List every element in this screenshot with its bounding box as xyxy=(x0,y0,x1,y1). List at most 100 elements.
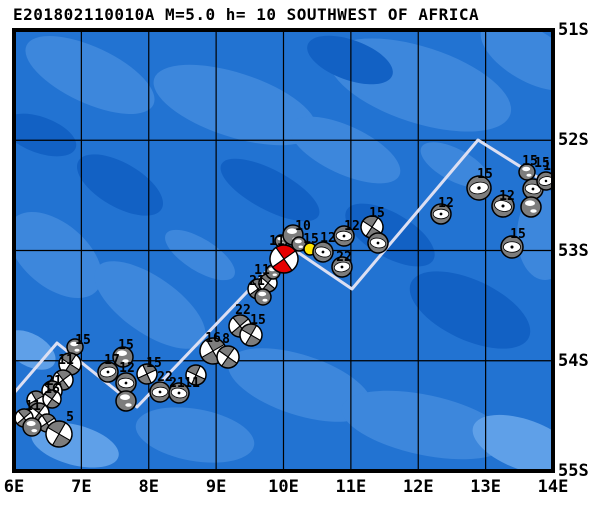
beachball-outline xyxy=(185,364,207,386)
bathymetry-patch xyxy=(228,348,372,422)
beachball xyxy=(216,345,240,369)
depth-label: 15 xyxy=(75,333,91,348)
beachball xyxy=(136,363,158,385)
beachball-patch xyxy=(522,166,531,172)
depth-label: 12 xyxy=(499,189,515,204)
beachball xyxy=(331,256,353,278)
beachball xyxy=(466,175,492,201)
beachball-patch xyxy=(31,428,38,433)
beachball-patch xyxy=(525,200,535,206)
x-axis-label: 8E xyxy=(138,477,159,497)
depth-label: 15 xyxy=(250,313,266,328)
beachball-outline xyxy=(500,235,524,259)
depth-label: 16 xyxy=(205,331,221,346)
nodal-plane-line xyxy=(191,365,201,385)
beachball-outline xyxy=(367,232,389,254)
bathymetry-patch xyxy=(341,390,509,460)
beachball-center-dot xyxy=(340,265,344,269)
bathymetry-patch xyxy=(480,30,553,91)
beachball-center-dot xyxy=(376,241,380,245)
y-axis-label: 51S xyxy=(558,20,589,40)
depth-label: 11 xyxy=(184,376,200,391)
beachball-outline xyxy=(112,346,134,368)
x-axis-label: 13E xyxy=(470,477,501,497)
x-axis-label: 6E xyxy=(3,477,25,497)
beachball xyxy=(168,382,190,404)
nodal-plane-line xyxy=(46,391,58,407)
bathymetry-patch xyxy=(14,113,77,157)
nodal-plane-line xyxy=(137,369,157,379)
bathymetry-patch xyxy=(409,271,531,349)
depth-label: 15 xyxy=(510,227,526,242)
beachball xyxy=(518,163,536,181)
nodal-plane-line xyxy=(365,217,379,237)
beachball-patch xyxy=(262,298,268,302)
beachball-patch xyxy=(258,291,267,297)
beachball-outline xyxy=(312,241,334,263)
beachball-outline xyxy=(97,361,119,383)
beachball-patch xyxy=(287,228,297,234)
beachball xyxy=(115,390,137,412)
y-axis-label: 53S xyxy=(558,240,589,261)
beachball-outline xyxy=(254,288,272,306)
beachball-patch xyxy=(26,421,36,427)
nodal-plane-line xyxy=(272,250,296,268)
x-axis-label: 7E xyxy=(71,477,92,497)
nodal-plane-line xyxy=(27,395,45,405)
nodal-plane-line xyxy=(16,411,32,425)
depth-label: 12 xyxy=(344,219,360,234)
beachball xyxy=(22,417,42,437)
x-axis-label: 10E xyxy=(268,477,299,497)
nodal-plane-line xyxy=(245,325,257,345)
main-event-beachball xyxy=(269,244,299,274)
depth-label: 12 xyxy=(119,361,135,376)
y-axis-label: 55S xyxy=(558,461,589,481)
beachball-center-dot xyxy=(177,391,181,395)
y-axis-label: 54S xyxy=(558,350,589,371)
depth-label: 11 xyxy=(25,399,41,414)
y-axis-label: 52S xyxy=(558,130,589,151)
beachball xyxy=(185,364,207,386)
depth-label: 15 xyxy=(522,154,538,169)
beachball-outline xyxy=(491,194,515,218)
beachball-outline xyxy=(430,203,452,225)
beachball-outline xyxy=(269,244,299,274)
map-frame xyxy=(12,28,555,473)
beachball-patch xyxy=(74,348,80,352)
beachball xyxy=(491,194,515,218)
depth-label: 16 xyxy=(44,382,60,397)
beachball-center-dot xyxy=(106,370,110,374)
beachball-center-dot xyxy=(544,179,548,183)
nodal-plane-line xyxy=(221,347,235,367)
beachball-patch xyxy=(70,341,79,347)
beachball-patch xyxy=(526,173,532,177)
depth-label: 15 xyxy=(534,156,550,171)
depth-label: 11 xyxy=(269,234,285,249)
beachball-outline xyxy=(136,363,158,385)
beachball-patch xyxy=(277,237,284,241)
bathymetry-patch xyxy=(220,158,320,222)
beachball-center-dot xyxy=(439,212,443,216)
depth-label: 15 xyxy=(303,232,319,247)
beachball-center-dot xyxy=(531,187,535,191)
depth-label: 15 xyxy=(118,338,134,353)
bathymetry-patch xyxy=(94,261,206,349)
beachball-patch xyxy=(117,350,127,357)
beachball-patch xyxy=(280,242,285,245)
beachball xyxy=(536,171,553,191)
bathymetry-patch xyxy=(135,407,255,463)
beachball-patch xyxy=(122,359,129,363)
depth-label: 15 xyxy=(146,356,162,371)
beachball-outline xyxy=(42,389,62,409)
beachball-patch xyxy=(125,403,132,407)
depth-label: 10 xyxy=(295,219,311,234)
beachball xyxy=(239,323,263,347)
depth-label: 22 xyxy=(235,303,251,318)
depth-label: 11 xyxy=(58,353,74,368)
beachball-patch xyxy=(120,394,130,401)
beachball-outline xyxy=(331,256,353,278)
beachball xyxy=(97,361,119,383)
beachball-patch xyxy=(298,245,303,249)
depth-label: 12 xyxy=(438,196,454,211)
